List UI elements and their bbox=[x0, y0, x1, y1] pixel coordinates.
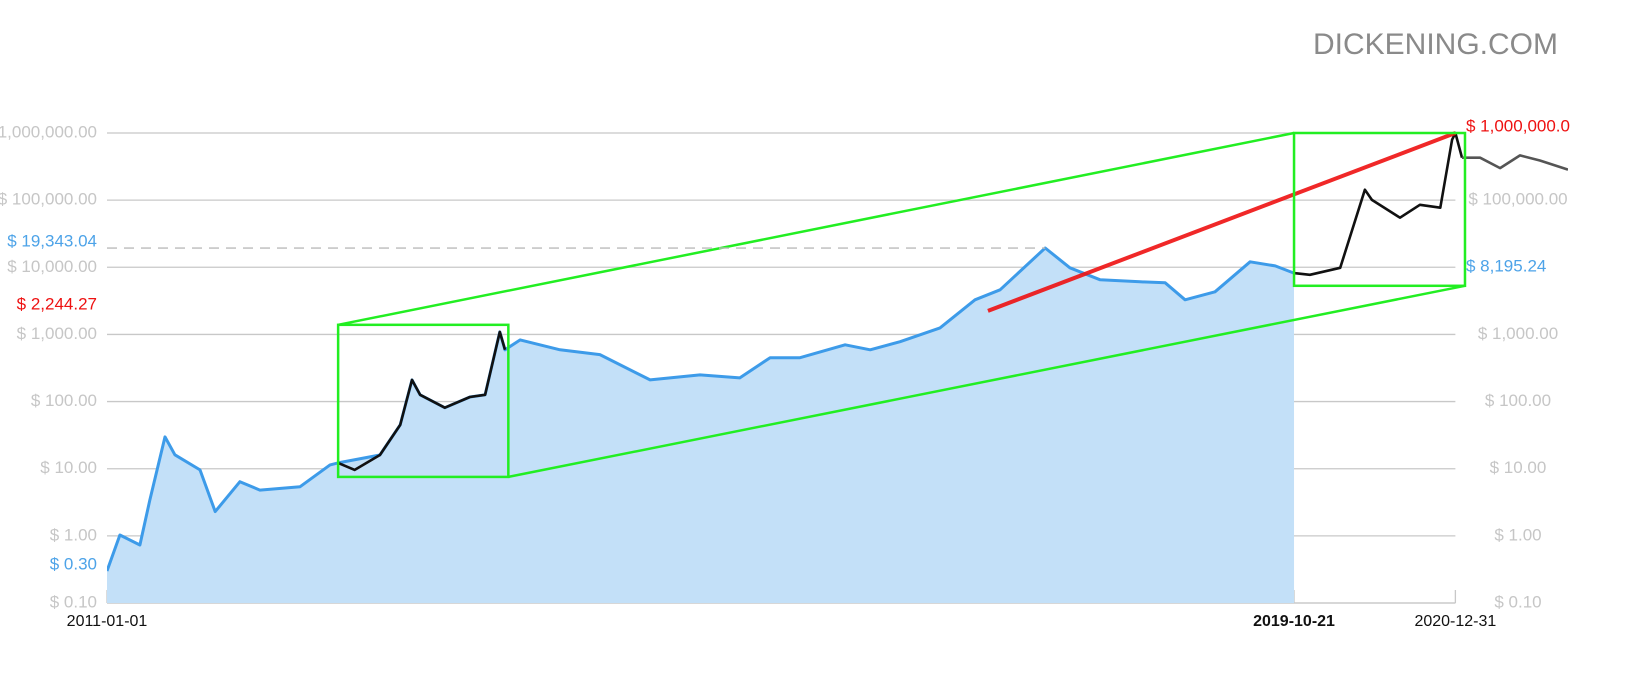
x-tick-label: 2020-12-31 bbox=[1414, 613, 1496, 630]
y-tick-label: $ 1.00 bbox=[50, 525, 97, 544]
y2-tick-label: $ 1,000.00 bbox=[1478, 324, 1558, 343]
y2-tick-label: $ 100,000.00 bbox=[1468, 190, 1567, 209]
y-tick-label: $ 1,000,000.00 bbox=[0, 122, 97, 141]
box bbox=[1292, 131, 1467, 288]
marker-label: $ 1,000,000.0 bbox=[1466, 116, 1570, 135]
y-tick-label: $ 100,000.00 bbox=[0, 190, 97, 209]
y2-tick-label: $ 0.10 bbox=[1494, 592, 1541, 611]
x-tick-label: 2019-10-21 bbox=[1253, 613, 1335, 630]
y2-tick-label: $ 10.00 bbox=[1490, 458, 1547, 477]
y2-tick-label: $ 1.00 bbox=[1494, 525, 1541, 544]
plot bbox=[107, 131, 1568, 603]
y-tick-label: $ 100.00 bbox=[31, 391, 97, 410]
box bbox=[336, 323, 510, 479]
marker-label: $ 19,343.04 bbox=[7, 232, 97, 251]
y2-tick-label: $ 100.00 bbox=[1485, 391, 1551, 410]
y-tick-label: $ 1,000.00 bbox=[17, 324, 97, 343]
x-tick-label: 2011-01-01 bbox=[67, 613, 148, 630]
line bbox=[1293, 131, 1464, 277]
y-tick-label: $ 10.00 bbox=[40, 458, 97, 477]
line bbox=[1462, 154, 1568, 171]
chart-title: DICKENING.COM bbox=[1313, 28, 1558, 61]
projection-line bbox=[508, 284, 1466, 479]
marker-label: $ 8,195.24 bbox=[1466, 257, 1546, 276]
y-tick-label: $ 0.10 bbox=[50, 592, 97, 611]
projection-line bbox=[337, 131, 1295, 327]
area bbox=[107, 248, 1295, 603]
marker-label: $ 0.30 bbox=[50, 554, 97, 573]
line bbox=[337, 330, 507, 472]
trend-line bbox=[987, 131, 1457, 313]
y-tick-label: $ 10,000.00 bbox=[7, 257, 97, 276]
marker-label: $ 2,244.27 bbox=[17, 294, 97, 313]
